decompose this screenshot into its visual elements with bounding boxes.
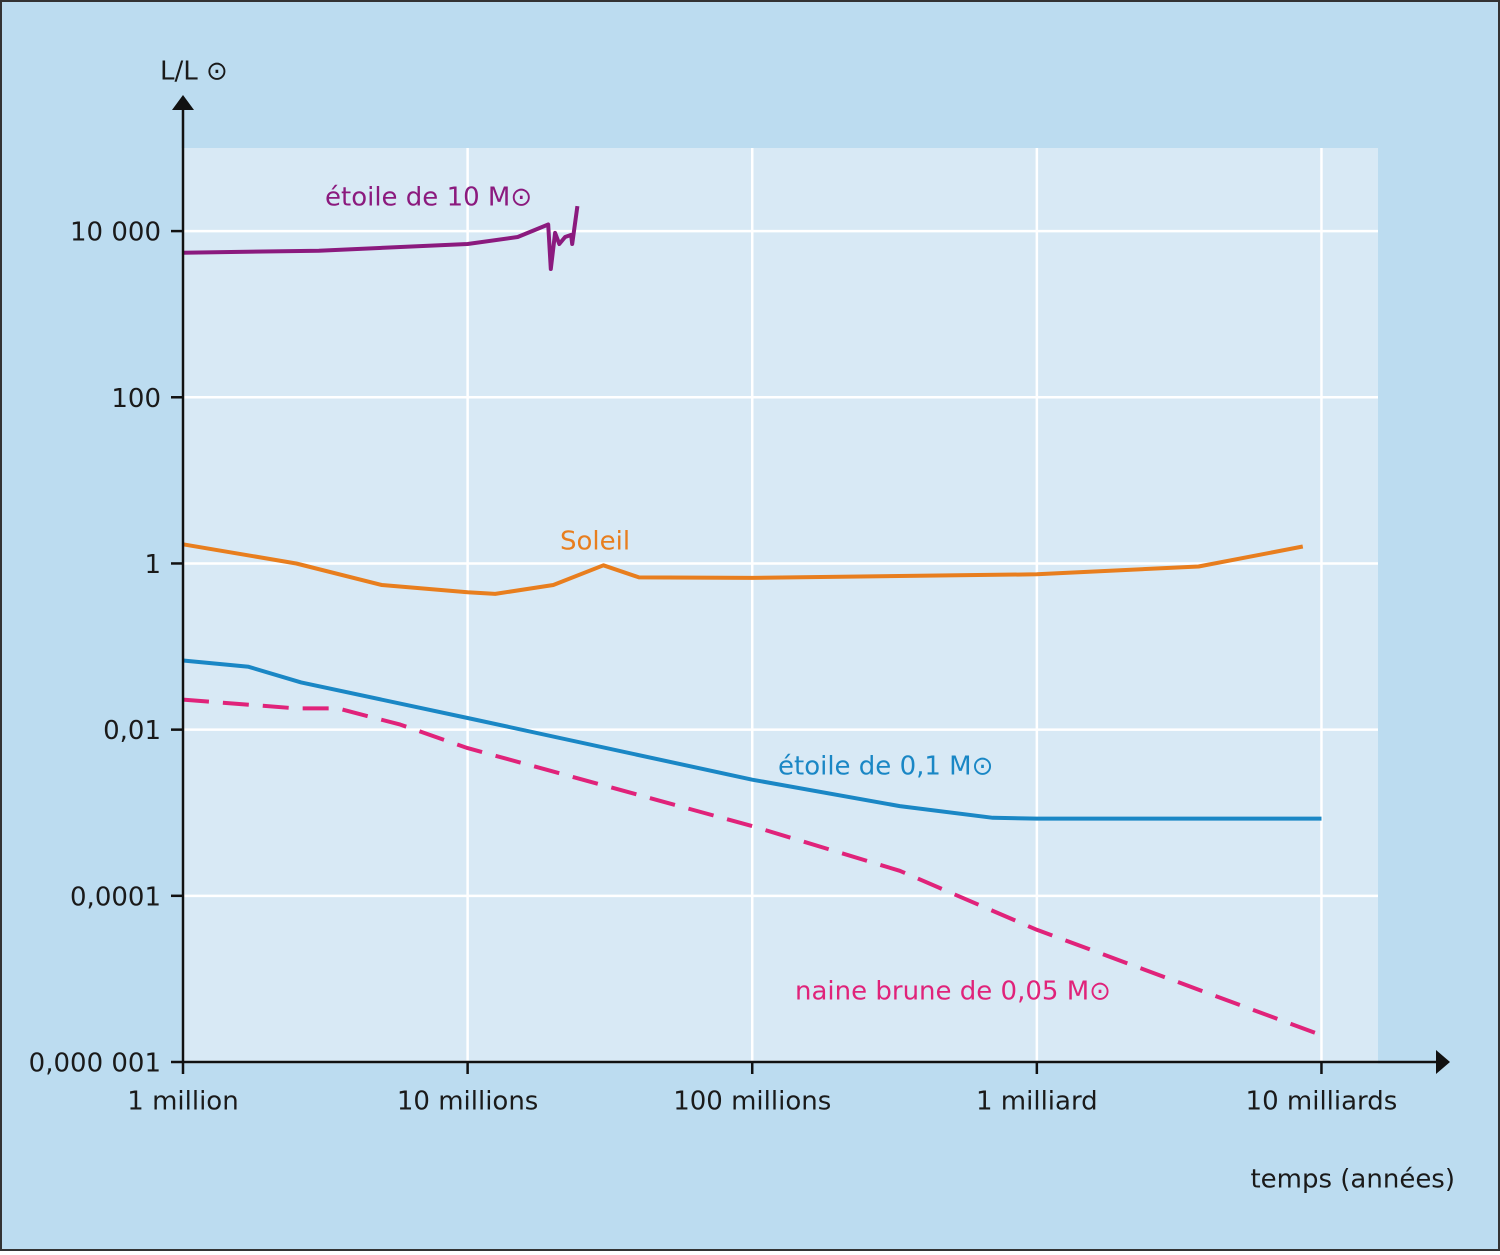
series-line — [182, 658, 1322, 821]
y-tick-label: 0,0001 — [70, 882, 161, 912]
x-tick-label: 10 millions — [397, 1087, 539, 1117]
y-tick-label: 0,000 001 — [29, 1049, 161, 1079]
x-arrow — [1436, 1050, 1450, 1074]
series-line — [182, 542, 1304, 596]
x-tick-label: 100 millions — [673, 1087, 831, 1117]
x-tick-label: 1 million — [127, 1087, 238, 1117]
y-axis-label: L/L ⊙ — [160, 57, 228, 87]
y-tick-label: 1 — [144, 550, 161, 580]
series-label: étoile de 0,1 M⊙ — [778, 752, 993, 782]
series-line — [182, 697, 1323, 1038]
y-tick-label: 100 — [111, 384, 161, 414]
plot-area — [183, 148, 1378, 1062]
y-tick-label: 0,01 — [103, 716, 161, 746]
series-label: Soleil — [560, 527, 630, 557]
y-tick-label: 10 000 — [70, 218, 161, 248]
x-tick-label: 10 milliards — [1246, 1087, 1398, 1117]
series-label: naine brune de 0,05 M⊙ — [795, 977, 1111, 1007]
x-tick-label: 1 milliard — [976, 1087, 1098, 1117]
y-arrow — [172, 95, 194, 110]
series-line — [182, 205, 580, 271]
x-axis-label: temps (années) — [1250, 1165, 1455, 1195]
series-label: étoile de 10 M⊙ — [325, 183, 532, 213]
